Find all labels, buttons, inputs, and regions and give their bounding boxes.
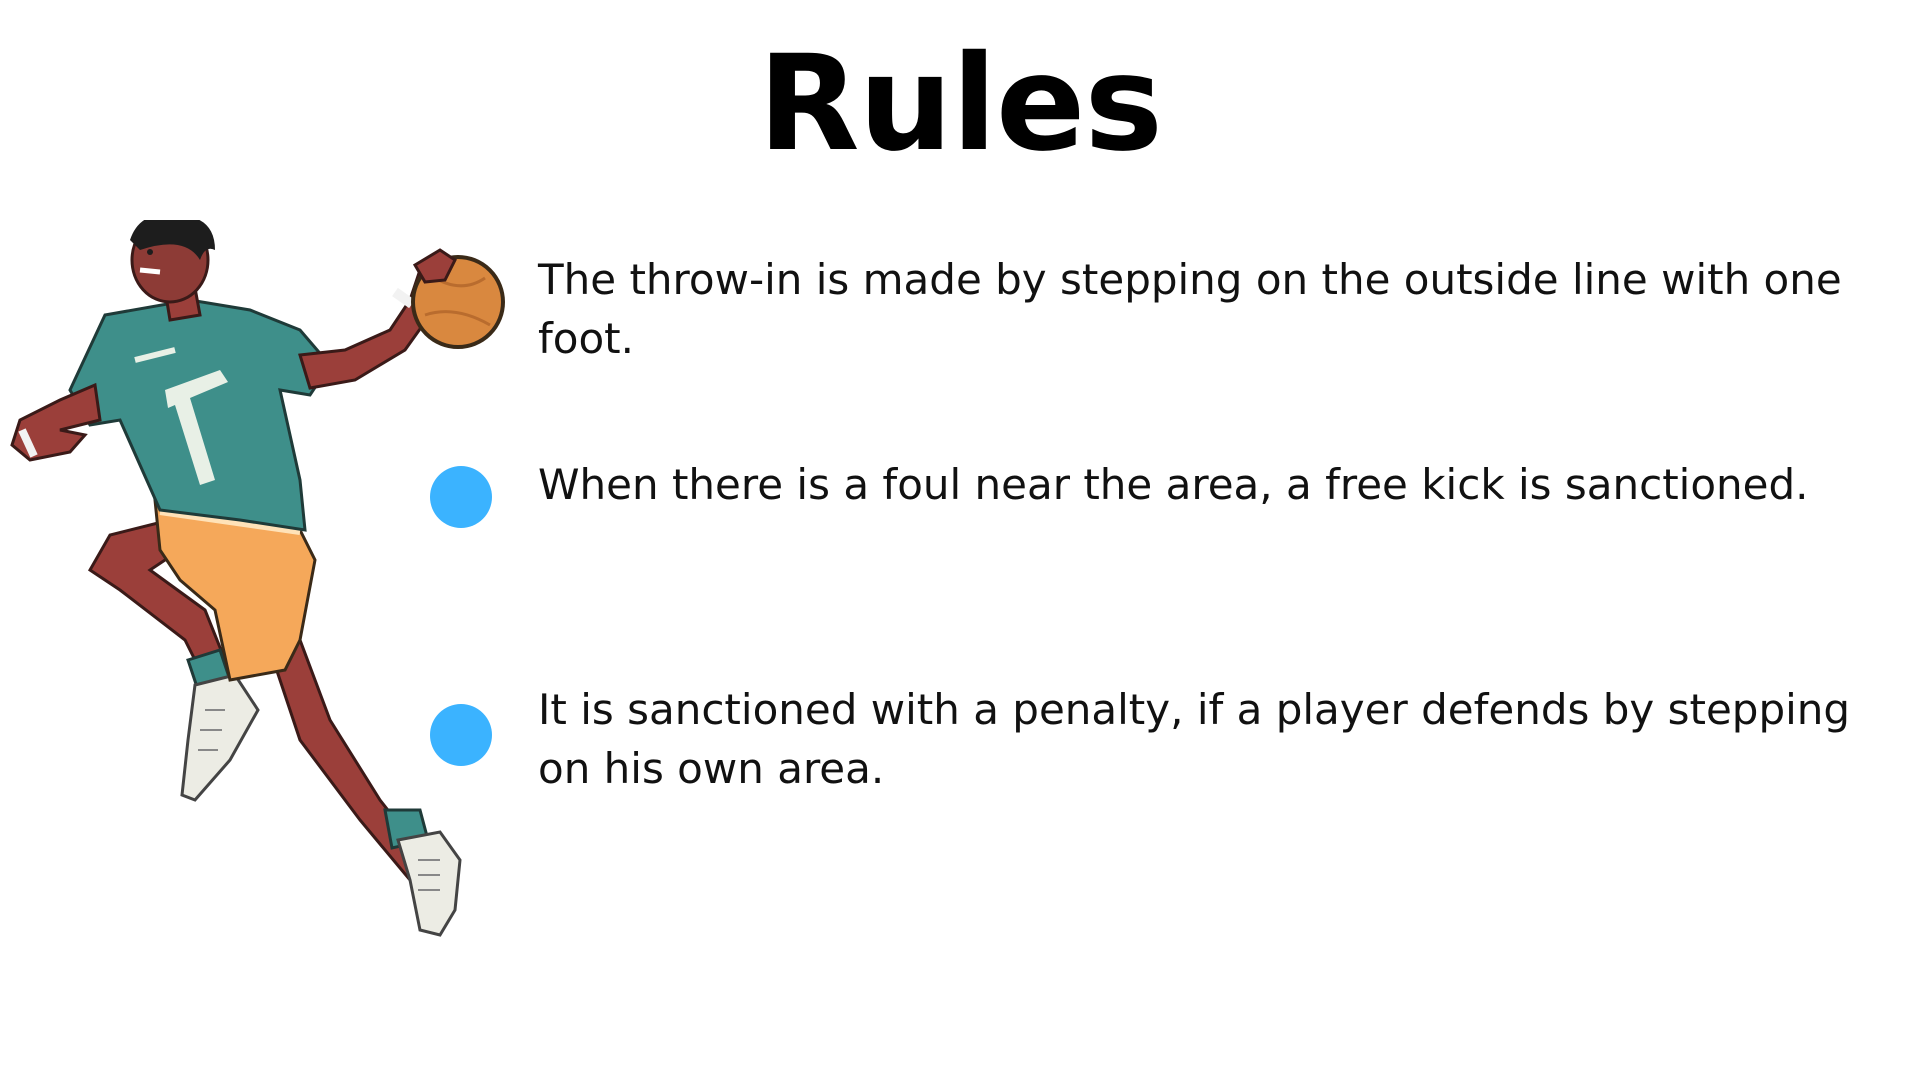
bullet-dot-icon: [430, 466, 492, 528]
rule-item-3: It is sanctioned with a penalty, if a pl…: [538, 685, 1851, 793]
bullet-dot-icon: [430, 704, 492, 766]
rule-item-1: The throw-in is made by stepping on the …: [538, 255, 1842, 363]
handball-player-illustration: [10, 220, 505, 937]
rule-item-2: When there is a foul near the area, a fr…: [538, 460, 1809, 509]
slide-title: Rules: [758, 27, 1163, 181]
